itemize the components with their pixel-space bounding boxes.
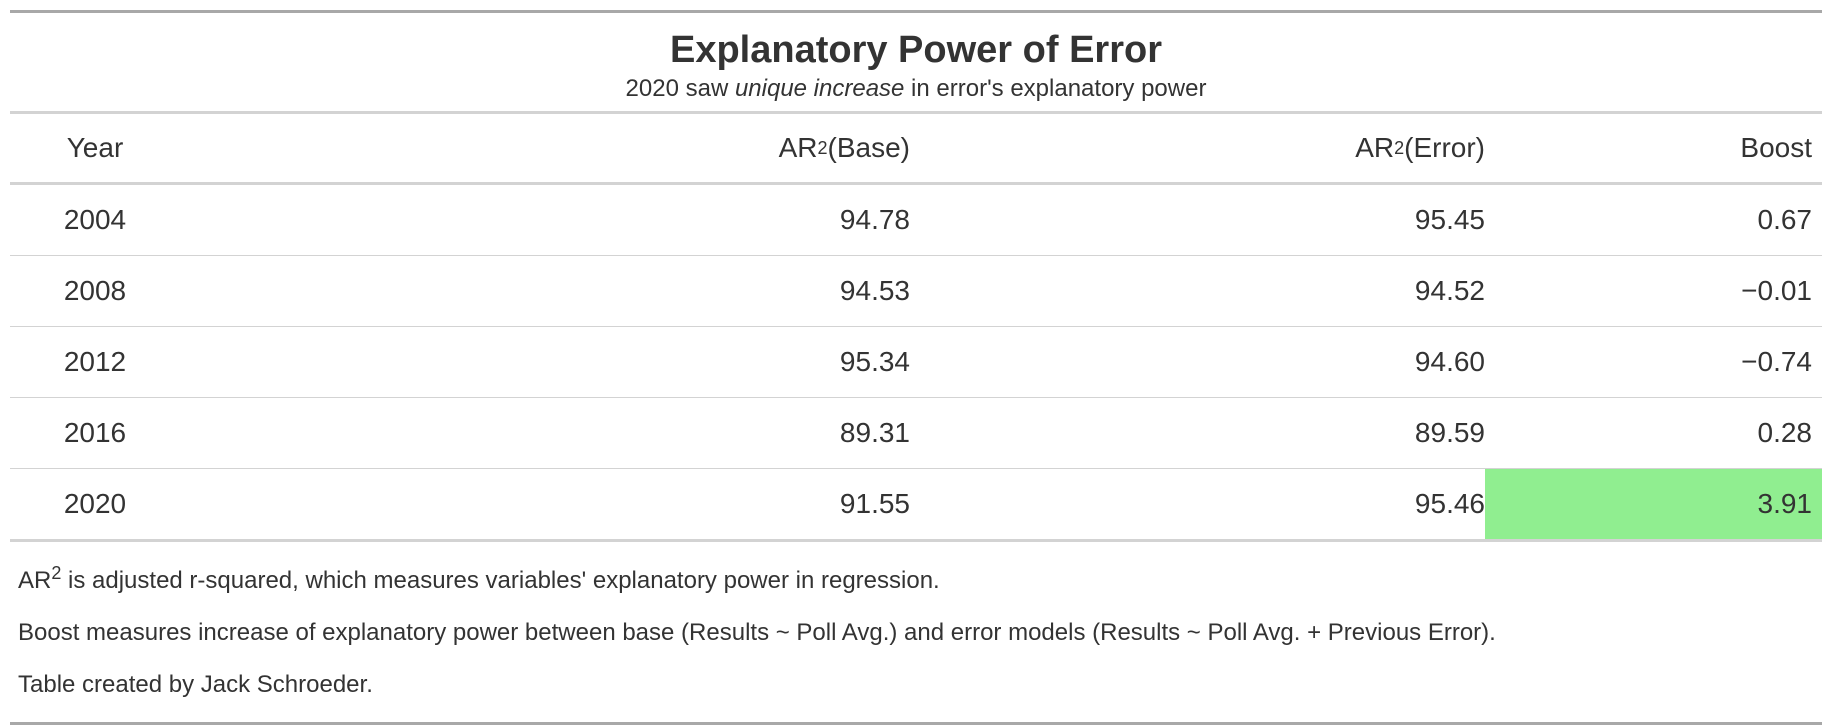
header-base-pre: AR bbox=[778, 132, 818, 163]
bottom-rule bbox=[10, 722, 1822, 725]
table-title: Explanatory Power of Error bbox=[669, 29, 1162, 71]
cell-boost: 0.67 bbox=[1757, 204, 1813, 235]
table-row: 2012 95.34 94.60 −0.74 bbox=[10, 327, 1822, 397]
cell-base: 91.55 bbox=[839, 488, 910, 519]
cell-boost: −0.74 bbox=[1741, 346, 1812, 377]
row-divider bbox=[10, 468, 1822, 469]
row-divider bbox=[10, 255, 1822, 256]
header-error-pre: AR bbox=[1355, 132, 1395, 163]
cell-year: 2016 bbox=[63, 417, 127, 448]
cell-boost: 0.28 bbox=[1757, 417, 1813, 448]
table-subtitle: 2020 saw unique increase in error's expl… bbox=[10, 73, 1822, 109]
subtitle-pre: 2020 saw bbox=[625, 75, 735, 102]
cell-year: 2008 bbox=[63, 275, 127, 306]
cell-boost: −0.01 bbox=[1741, 275, 1812, 306]
footnote-1: AR2 is adjusted r-squared, which measure… bbox=[18, 556, 1814, 608]
footnote-1-sup: 2 bbox=[51, 563, 62, 583]
cell-error: 89.59 bbox=[1414, 417, 1485, 448]
footnote-1-text: is adjusted r-squared, which measures va… bbox=[61, 567, 940, 594]
body-bottom-rule bbox=[10, 539, 1822, 542]
header-year: Year bbox=[10, 114, 180, 182]
table-body: 2004 94.78 95.45 0.67 2008 94.53 94.52 −0.01 201… bbox=[10, 185, 1822, 539]
results-table: Explanatory Power of Error 2020 saw uniq… bbox=[10, 10, 1822, 725]
cell-base: 94.78 bbox=[839, 204, 910, 235]
header-row: Year AR 2 (Base) AR 2 (Error) Boost bbox=[10, 114, 1822, 182]
cell-base: 94.53 bbox=[839, 275, 910, 306]
cell-error: 95.45 bbox=[1414, 204, 1485, 235]
table-row: 2008 94.53 94.52 −0.01 bbox=[10, 256, 1822, 326]
footnote-2-text: Boost measures increase of explanatory p… bbox=[18, 619, 1496, 646]
header-boost-label: Boost bbox=[1740, 132, 1812, 163]
header-year-label: Year bbox=[66, 132, 124, 163]
header-boost: Boost bbox=[1485, 114, 1822, 182]
header-base-post: (Base) bbox=[827, 132, 910, 163]
subtitle-post: in error's explanatory power bbox=[904, 75, 1207, 102]
cell-year: 2012 bbox=[63, 346, 127, 377]
row-divider bbox=[10, 397, 1822, 398]
header-bottom-rule bbox=[10, 182, 1822, 185]
cell-base: 95.34 bbox=[839, 346, 910, 377]
footnotes: AR2 is adjusted r-squared, which measure… bbox=[10, 542, 1822, 722]
cell-year: 2004 bbox=[63, 204, 127, 235]
row-divider bbox=[10, 326, 1822, 327]
header-base: AR 2 (Base) bbox=[778, 132, 910, 163]
table-row: 2004 94.78 95.45 0.67 bbox=[10, 185, 1822, 255]
table-row: 2020 91.55 95.46 3.91 bbox=[10, 469, 1822, 539]
footnote-2: Boost measures increase of explanatory p… bbox=[18, 608, 1814, 660]
cell-boost: 3.91 bbox=[1485, 469, 1822, 539]
header-error: AR 2 (Error) bbox=[1355, 132, 1485, 163]
cell-year: 2020 bbox=[63, 488, 127, 519]
footnote-3-text: Table created by Jack Schroeder. bbox=[18, 671, 373, 698]
table-row: 2016 89.31 89.59 0.28 bbox=[10, 398, 1822, 468]
header-top-rule bbox=[10, 111, 1822, 114]
cell-error: 95.46 bbox=[1414, 488, 1485, 519]
top-rule bbox=[10, 10, 1822, 13]
footnote-3: Table created by Jack Schroeder. bbox=[18, 660, 1814, 712]
cell-base: 89.31 bbox=[839, 417, 910, 448]
footnote-1-pre: AR bbox=[18, 567, 52, 594]
cell-error: 94.60 bbox=[1414, 346, 1485, 377]
header-error-post: (Error) bbox=[1404, 132, 1485, 163]
subtitle-emphasis: unique increase bbox=[734, 75, 905, 102]
cell-error: 94.52 bbox=[1414, 275, 1485, 306]
